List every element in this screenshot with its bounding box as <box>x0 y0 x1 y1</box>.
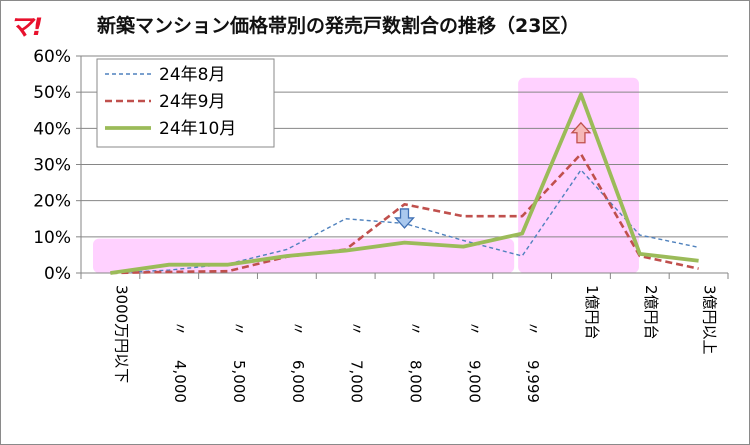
arrow-down-icon <box>394 208 415 229</box>
legend-label: 24年8月 <box>159 65 225 85</box>
x-tick-text: 9,999 <box>524 360 542 403</box>
ditto-mark: 〃 <box>171 321 189 336</box>
ditto-mark: 〃 <box>289 321 307 336</box>
x-tick-text: 9,000 <box>465 360 483 403</box>
ditto-mark: 〃 <box>230 321 248 336</box>
ditto-mark: 〃 <box>407 321 425 336</box>
ditto-mark: 〃 <box>524 321 542 336</box>
brand-logo: マ! <box>9 13 43 41</box>
legend-label: 24年9月 <box>159 92 225 112</box>
chart-title: 新築マンション価格帯別の発売戸数割合の推移（23区） <box>97 15 580 37</box>
x-tick-text: 7,000 <box>348 360 366 403</box>
series-line <box>110 92 699 275</box>
x-tick-label: 〃 4,000 <box>171 321 189 403</box>
x-tick-label: 〃 7,000 <box>348 321 366 403</box>
x-tick-label: 3億円以上 <box>701 285 719 355</box>
ditto-mark: 〃 <box>465 321 483 336</box>
y-axis-ticks: 0% 10% 20% 30% 40% 50% 60% <box>33 47 71 284</box>
legend: 24年8月 24年9月 24年10月 <box>96 58 275 148</box>
ditto-mark: 〃 <box>348 321 366 336</box>
y-tick-label: 20% <box>33 192 71 212</box>
x-tick-text: 2億円台 <box>642 285 660 340</box>
x-tick-label: 〃 9,000 <box>465 321 483 403</box>
x-tick-label: 2億円台 <box>642 285 660 340</box>
y-tick-label: 50% <box>33 83 71 103</box>
x-tick-label: 〃 9,999 <box>524 321 542 403</box>
y-tick-label: 30% <box>33 156 71 176</box>
y-tick-label: 40% <box>33 119 71 139</box>
y-tick-label: 0% <box>44 264 71 284</box>
x-tick-label: 〃 5,000 <box>230 321 248 403</box>
x-tick-text: 5,000 <box>230 360 248 403</box>
series-line <box>110 152 699 275</box>
legend-label: 24年10月 <box>159 119 236 139</box>
x-tick-text: 3億円以上 <box>701 285 719 355</box>
x-tick-label: 1億円台 <box>583 285 601 340</box>
x-tick-text: 8,000 <box>407 360 425 403</box>
y-tick-label: 10% <box>33 228 71 248</box>
x-tick-label: 〃 6,000 <box>289 321 307 403</box>
y-tick-label: 60% <box>33 47 71 67</box>
annotation-arrows <box>394 121 592 229</box>
highlight-box <box>518 77 639 273</box>
x-tick-label: 3000万円以下 <box>112 285 130 383</box>
x-tick-text: 3000万円以下 <box>112 285 130 383</box>
arrow-up-icon <box>570 121 592 144</box>
x-axis-ticks: 3000万円以下 〃 4,000 〃 5,000 〃 6,000 〃 7,000 〃 8,000 〃 9… <box>80 273 729 403</box>
x-tick-text: 6,000 <box>289 360 307 403</box>
x-tick-text: 1億円台 <box>583 285 601 340</box>
x-tick-text: 4,000 <box>171 360 189 403</box>
x-tick-label: 〃 8,000 <box>407 321 425 403</box>
